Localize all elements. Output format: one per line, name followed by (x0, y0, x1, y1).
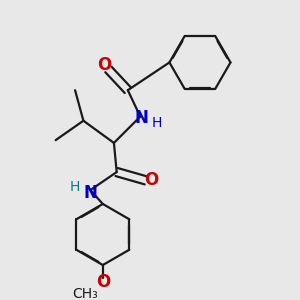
Text: H: H (70, 180, 80, 194)
Text: O: O (97, 56, 111, 74)
Text: N: N (135, 109, 148, 127)
Text: O: O (144, 171, 158, 189)
Text: O: O (96, 273, 110, 291)
Text: CH₃: CH₃ (72, 287, 98, 300)
Text: N: N (83, 184, 97, 202)
Text: H: H (152, 116, 162, 130)
